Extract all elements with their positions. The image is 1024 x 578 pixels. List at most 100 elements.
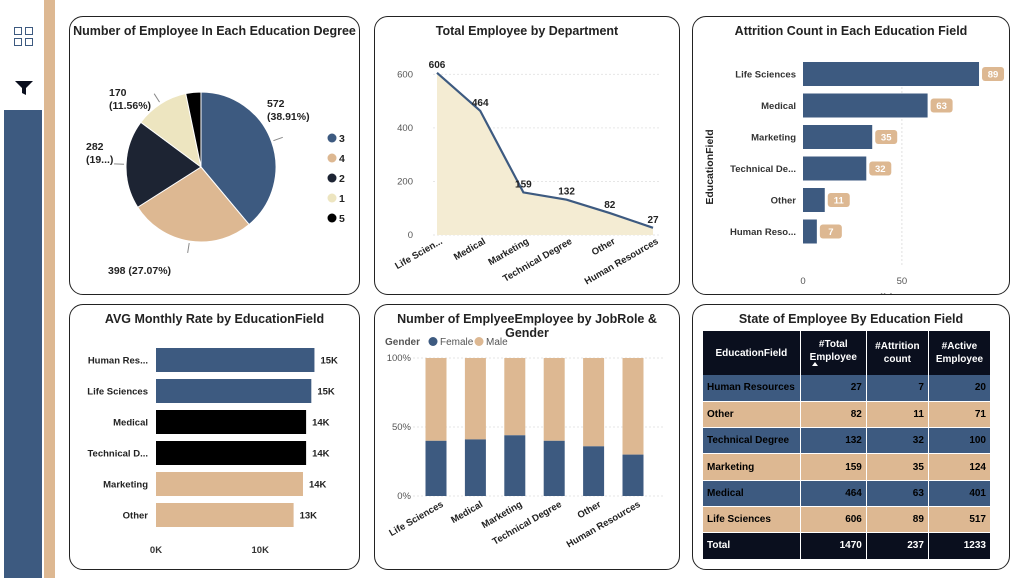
- legend-label-5: 5: [339, 213, 345, 225]
- monthly-rate-title: AVG Monthly Rate by EducationField: [104, 312, 325, 326]
- table-cell-total: 606: [800, 506, 867, 534]
- table-cell-total: 82: [800, 401, 867, 429]
- pie-slice-5: [185, 91, 202, 168]
- gender-legend-label: Male: [486, 337, 508, 348]
- legend-dot-1: [327, 193, 337, 203]
- table-row[interactable]: Total 1470 237 1233: [703, 532, 992, 560]
- monthly-rate-data-label: 15K: [320, 356, 338, 367]
- table-cell-field: Total: [703, 532, 801, 560]
- monthly-rate-bar: [156, 410, 307, 434]
- gender-legend-dot: [428, 337, 438, 346]
- table-header-row: EducationField #Total Employee #Attrition…: [703, 331, 992, 375]
- gender-bar-male: [583, 358, 605, 447]
- attrition-bar: [803, 62, 980, 86]
- education-table-card: State of Employee By Education Field Edu…: [692, 304, 1010, 570]
- table-row[interactable]: Life Sciences 606 89 517: [703, 506, 992, 534]
- monthly-rate-bar: [156, 503, 294, 527]
- gender-legend-dot: [474, 337, 484, 346]
- gender-ytick-label: 0%: [397, 491, 411, 502]
- table-row[interactable]: Other 82 11 71: [703, 401, 992, 429]
- monthly-rate-category-label: Other: [123, 511, 149, 522]
- table-row[interactable]: Marketing 159 35 124: [703, 453, 992, 481]
- monthly-rate-data-label: 13K: [300, 511, 318, 522]
- header-active-employee[interactable]: #Active Employee: [928, 331, 992, 375]
- header-education-field[interactable]: EducationField: [703, 331, 801, 375]
- monthly-rate-category-label: Life Sciences: [87, 387, 148, 398]
- attrition-data-label: 32: [875, 164, 886, 175]
- monthly-rate-bar: [156, 379, 312, 403]
- monthly-rate-bar-card: AVG Monthly Rate by EducationField Human…: [69, 304, 360, 570]
- legend-dot-4: [327, 153, 337, 163]
- monthly-rate-category-label: Marketing: [103, 480, 148, 491]
- table-cell-attrition: 7: [866, 375, 929, 402]
- pie-data-label-4: 398 (27.07%): [108, 265, 171, 277]
- attrition-data-label-bg: [827, 193, 850, 207]
- area-title: Total Employee by Department: [435, 24, 619, 38]
- gender-legend-title: Gender: [385, 337, 420, 348]
- monthly-rate-data-label: 14K: [309, 480, 327, 491]
- monthly-rate-bar: [156, 441, 307, 465]
- pie-leader-1: [153, 93, 160, 103]
- attrition-data-label-bg: [869, 161, 892, 176]
- area-xtick-label: Medical: [452, 236, 488, 263]
- gender-bar-male: [464, 358, 486, 440]
- table-cell-field: Technical Degree: [703, 427, 801, 455]
- table-row[interactable]: Technical Degree 132 32 100: [703, 427, 992, 455]
- table-cell-total: 27: [800, 375, 867, 402]
- sort-ascending-icon[interactable]: [812, 362, 819, 366]
- filter-icon[interactable]: [14, 80, 34, 96]
- sidebar: [0, 0, 56, 578]
- header-attrition-count[interactable]: #Attrition count: [866, 331, 929, 375]
- pie-leader-4: [187, 243, 190, 254]
- attrition-data-label-bg: [982, 67, 1005, 81]
- table-cell-attrition: 237: [866, 532, 929, 560]
- attrition-data-label-bg: [875, 130, 898, 144]
- table-cell-attrition: 35: [866, 453, 929, 481]
- table-row[interactable]: Human Resources 27 7 20: [703, 375, 992, 402]
- table-cell-active: 20: [928, 375, 992, 402]
- table-cell-active: 71: [928, 401, 992, 429]
- legend-label-3: 3: [339, 133, 345, 145]
- attrition-data-label: 35: [881, 133, 892, 144]
- area-data-label: 82: [604, 200, 616, 211]
- monthly-rate-category-label: Human Res...: [88, 356, 148, 367]
- gender-bar-male: [543, 358, 565, 441]
- table-cell-total: 159: [800, 453, 867, 481]
- attrition-bar: [803, 93, 928, 118]
- gender-bar-male: [622, 358, 644, 455]
- pie-leader-3: [273, 136, 283, 142]
- table-cell-attrition: 63: [866, 480, 929, 507]
- header-total-employee[interactable]: #Total Employee: [800, 331, 867, 375]
- area-ytick-label: 600: [397, 69, 413, 80]
- attrition-data-label: 7: [828, 227, 833, 238]
- attrition-data-label-bg: [930, 98, 953, 113]
- monthly-rate-category-label: Medical: [113, 418, 148, 429]
- monthly-rate-data-label: 14K: [312, 418, 330, 429]
- legend-dot-2: [327, 173, 337, 183]
- table-cell-field: Human Resources: [703, 375, 801, 402]
- monthly-rate-bar: [156, 472, 303, 496]
- table-cell-field: Medical: [703, 480, 801, 507]
- attrition-title: Attrition Count in Each Education Field: [734, 24, 968, 38]
- gender-bar-female: [504, 435, 526, 496]
- attrition-data-label: 63: [936, 101, 947, 112]
- table-cell-field: Other: [703, 401, 801, 429]
- table-cell-total: 1470: [800, 532, 867, 560]
- attrition-bar: [803, 219, 817, 244]
- education-degree-pie-card: Number of Employee In Each Education Deg…: [69, 16, 360, 295]
- gender-bar-male: [425, 358, 447, 441]
- pie-title: Number of Employee In Each Education Deg…: [73, 24, 356, 38]
- area-ytick-label: 400: [397, 123, 413, 134]
- grid-icon[interactable]: [14, 27, 34, 47]
- table-cell-field: Marketing: [703, 453, 801, 481]
- monthly-rate-bar: [156, 348, 315, 372]
- pie-data-label-2: 282 (19...): [86, 141, 113, 166]
- table-cell-field: Life Sciences: [703, 506, 801, 534]
- table-row[interactable]: Medical 464 63 401: [703, 480, 992, 507]
- gender-stacked-card: Number of EmplyeeEmployee by JobRole & G…: [374, 304, 680, 570]
- gender-title: Number of EmplyeeEmployee by JobRole & G…: [397, 312, 657, 340]
- attrition-xlabel: Attriition Count: [862, 292, 939, 295]
- attrition-category-label: Technical De...: [730, 164, 796, 175]
- gender-ytick-label: 100%: [387, 353, 412, 364]
- area-chart: 0 200 400 600 606 464 159 132 82 27 Life Scien... M…: [393, 60, 660, 288]
